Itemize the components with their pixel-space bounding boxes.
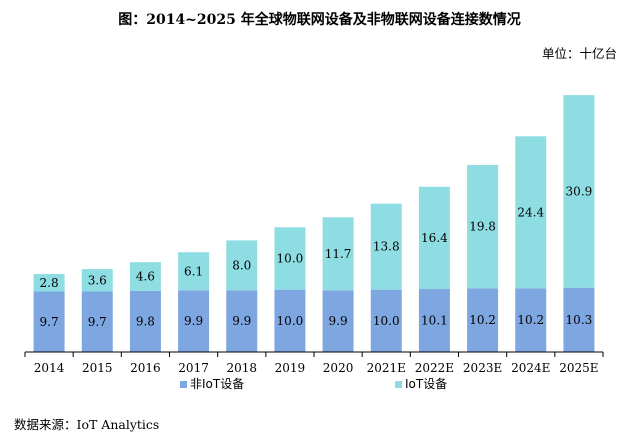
bar-iot xyxy=(515,136,547,289)
legend-swatch xyxy=(395,381,402,388)
bar-non-iot xyxy=(274,289,306,352)
bar-iot xyxy=(81,269,113,292)
data-label-iot: 19.8 xyxy=(469,220,496,234)
bar-iot xyxy=(226,240,258,291)
x-tick-label: 2015 xyxy=(82,361,113,375)
data-label-non-iot: 9.7 xyxy=(88,315,107,329)
data-label-iot: 8.0 xyxy=(232,258,251,272)
data-label-non-iot: 9.9 xyxy=(329,314,348,328)
data-label-non-iot: 10.2 xyxy=(517,313,544,327)
legend-label: IoT设备 xyxy=(405,377,447,391)
data-label-iot: 4.6 xyxy=(136,270,155,284)
x-tick-label: 2018 xyxy=(226,361,257,375)
x-tick-label: 2016 xyxy=(130,361,161,375)
bar-iot xyxy=(274,227,306,290)
bar-iot xyxy=(467,164,499,289)
source-prefix: 数据来源： xyxy=(14,417,77,432)
data-label-non-iot: 10.2 xyxy=(469,313,496,327)
data-label-iot: 13.8 xyxy=(373,240,400,254)
bars-layer xyxy=(33,95,595,352)
source-note: 数据来源：IoT Analytics xyxy=(14,414,159,433)
x-tick-labels-layer: 2014 2015 2016 2017 2018 2019 2020 2021E 2022E 20… xyxy=(34,361,599,375)
data-label-iot: 10.0 xyxy=(277,251,304,265)
bar-non-iot xyxy=(226,290,258,352)
data-label-non-iot: 10.1 xyxy=(421,314,448,328)
x-tick-label: 2022E xyxy=(415,361,454,375)
x-tick-label: 2020 xyxy=(323,361,354,375)
bar-non-iot xyxy=(370,289,402,352)
data-label-iot: 3.6 xyxy=(88,273,107,287)
x-tick-label: 2024E xyxy=(511,361,550,375)
bar-non-iot xyxy=(563,287,595,352)
bar-iot xyxy=(129,262,161,291)
x-tick-label: 2017 xyxy=(178,361,209,375)
legend-item-non-iot: 非IoT设备 xyxy=(180,377,244,391)
bar-iot xyxy=(178,252,210,291)
bar-iot xyxy=(33,274,65,292)
data-label-iot: 6.1 xyxy=(184,264,203,278)
legend: 非IoT设备 IoT设备 xyxy=(180,377,447,391)
data-labels-layer: 9.7 2.8 9.7 3.6 9.8 4.6 9.9 6.1 9.9 8.0 10.0 10.0 9.… xyxy=(40,184,593,328)
x-tick-label: 2019 xyxy=(275,361,306,375)
data-label-non-iot: 9.9 xyxy=(232,314,251,328)
data-label-iot: 11.7 xyxy=(325,247,352,261)
data-label-iot: 24.4 xyxy=(517,205,544,219)
legend-label: 非IoT设备 xyxy=(190,377,244,391)
x-tick-label: 2014 xyxy=(34,361,65,375)
data-label-non-iot: 10.0 xyxy=(373,314,400,328)
bar-iot xyxy=(322,217,354,291)
unit-label: 单位：十亿台 xyxy=(541,46,617,61)
legend-swatch xyxy=(180,381,187,388)
source-name: IoT Analytics xyxy=(76,417,160,432)
data-label-non-iot: 9.9 xyxy=(184,314,203,328)
bar-non-iot xyxy=(515,288,547,352)
bar-non-iot xyxy=(81,291,113,352)
bar-non-iot xyxy=(129,290,161,352)
bar-non-iot xyxy=(178,290,210,352)
bar-iot xyxy=(563,95,595,288)
bar-non-iot xyxy=(322,290,354,352)
bar-non-iot xyxy=(467,288,499,352)
data-label-non-iot: 10.0 xyxy=(277,314,304,328)
data-label-iot: 2.8 xyxy=(40,276,59,290)
data-label-iot: 16.4 xyxy=(421,231,448,245)
bar-non-iot xyxy=(33,291,65,352)
bar-iot xyxy=(370,203,402,290)
x-ticks-layer xyxy=(24,352,604,357)
x-tick-label: 2021E xyxy=(367,361,406,375)
data-label-non-iot: 9.8 xyxy=(136,314,155,328)
bar-iot xyxy=(418,186,450,290)
chart-title: 图：2014~2025 年全球物联网设备及非物联网设备连接数情况 xyxy=(118,12,521,28)
data-label-non-iot: 10.3 xyxy=(566,313,593,327)
legend-item-iot: IoT设备 xyxy=(395,377,447,391)
bar-non-iot xyxy=(418,289,450,352)
x-tick-label: 2025E xyxy=(559,361,598,375)
data-label-iot: 30.9 xyxy=(566,184,593,198)
x-tick-label: 2023E xyxy=(463,361,502,375)
data-label-non-iot: 9.7 xyxy=(40,315,59,329)
